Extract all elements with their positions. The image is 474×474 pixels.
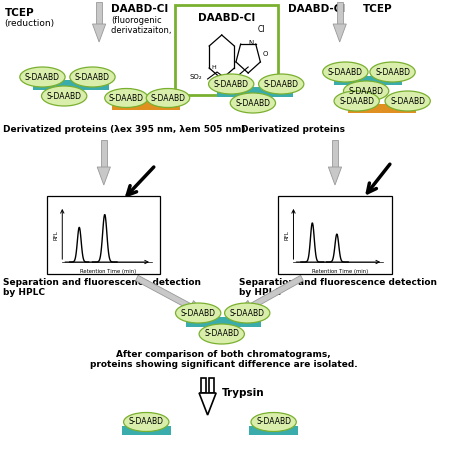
Text: S-DAABD: S-DAABD	[75, 73, 110, 82]
Bar	[337, 2, 343, 24]
Bar	[47, 196, 160, 274]
Text: S-DAABD: S-DAABD	[204, 329, 239, 338]
Polygon shape	[333, 24, 346, 42]
Text: Derivatized proteins (λex 395 nm, λem 505 nm): Derivatized proteins (λex 395 nm, λem 50…	[3, 125, 246, 134]
Polygon shape	[199, 393, 216, 415]
Ellipse shape	[251, 412, 296, 431]
Bar	[249, 426, 298, 435]
Bar	[101, 140, 107, 167]
Ellipse shape	[42, 86, 87, 106]
Ellipse shape	[20, 67, 65, 87]
Text: S-DAABD: S-DAABD	[328, 67, 363, 76]
Text: RFL: RFL	[285, 230, 290, 240]
Text: Separation and fluorescence detection
by HPLC: Separation and fluorescence detection by…	[239, 278, 437, 297]
Ellipse shape	[344, 81, 389, 101]
Text: S-DAABD: S-DAABD	[109, 93, 144, 102]
Text: Trypsin: Trypsin	[222, 388, 264, 398]
Text: O: O	[263, 51, 268, 57]
Text: RFL: RFL	[54, 230, 58, 240]
Text: DAABD-CI: DAABD-CI	[111, 4, 169, 14]
Text: Cl: Cl	[258, 25, 265, 34]
Bar	[334, 75, 402, 84]
Ellipse shape	[70, 67, 115, 87]
Bar	[186, 317, 261, 327]
Polygon shape	[188, 301, 206, 315]
Text: S-DAABD: S-DAABD	[348, 86, 383, 95]
Text: S-DAABD: S-DAABD	[236, 99, 270, 108]
Bar	[33, 80, 109, 90]
Text: Retention Time (min): Retention Time (min)	[81, 269, 137, 274]
Ellipse shape	[199, 324, 245, 344]
Text: S-DAABD: S-DAABD	[46, 91, 82, 100]
Ellipse shape	[370, 62, 415, 82]
Ellipse shape	[175, 303, 221, 323]
Polygon shape	[328, 167, 342, 185]
Text: S-DAABD: S-DAABD	[214, 80, 249, 89]
Ellipse shape	[225, 303, 270, 323]
Text: After comparison of both chromatograms,
proteins showing significant difference : After comparison of both chromatograms, …	[90, 350, 357, 369]
Text: TCEP: TCEP	[5, 8, 34, 18]
Bar	[348, 103, 416, 112]
Ellipse shape	[146, 89, 190, 108]
Text: S-DAABD: S-DAABD	[264, 80, 299, 89]
Ellipse shape	[209, 74, 254, 94]
Bar	[174, 5, 278, 95]
Bar	[96, 2, 102, 24]
Bar	[122, 426, 171, 435]
Text: S-DAABD: S-DAABD	[181, 309, 216, 318]
Text: S-DAABD: S-DAABD	[375, 67, 410, 76]
Text: S-DAABD: S-DAABD	[230, 309, 264, 318]
Text: (reduction): (reduction)	[5, 19, 55, 28]
Text: S-DAABD: S-DAABD	[256, 418, 291, 427]
Text: S-DAABD: S-DAABD	[339, 97, 374, 106]
Text: DAABD-CI: DAABD-CI	[198, 13, 255, 23]
Text: DAABD-CI: DAABD-CI	[288, 4, 345, 14]
Polygon shape	[236, 301, 254, 315]
Text: Derivatized proteins: Derivatized proteins	[241, 125, 345, 134]
Text: TCEP: TCEP	[363, 4, 393, 14]
Bar	[332, 140, 338, 167]
Ellipse shape	[124, 412, 169, 431]
Ellipse shape	[385, 91, 430, 111]
Text: Separation and fluorescence detection
by HPLC: Separation and fluorescence detection by…	[3, 278, 201, 297]
Ellipse shape	[230, 93, 275, 113]
Ellipse shape	[323, 62, 368, 82]
Ellipse shape	[334, 91, 379, 111]
Ellipse shape	[105, 89, 148, 108]
Polygon shape	[136, 275, 192, 310]
Text: derivatizaiton, FD): derivatizaiton, FD)	[111, 26, 189, 35]
Text: H: H	[212, 64, 217, 70]
Text: S-DAABD: S-DAABD	[390, 97, 425, 106]
Bar	[201, 378, 206, 393]
Polygon shape	[92, 24, 106, 42]
Text: (fluorogenic: (fluorogenic	[111, 16, 162, 25]
Bar	[112, 100, 180, 109]
Bar	[217, 87, 292, 97]
Ellipse shape	[258, 74, 304, 94]
Text: S-DAABD: S-DAABD	[25, 73, 60, 82]
Bar	[210, 378, 214, 393]
Polygon shape	[250, 275, 303, 309]
Text: S-DAABD: S-DAABD	[129, 418, 164, 427]
Text: N: N	[248, 40, 254, 46]
Bar	[278, 196, 392, 274]
Text: S-DAABD: S-DAABD	[150, 93, 185, 102]
Text: SO₂: SO₂	[189, 74, 201, 80]
Text: Retention Time (min): Retention Time (min)	[311, 269, 368, 274]
Polygon shape	[97, 167, 110, 185]
